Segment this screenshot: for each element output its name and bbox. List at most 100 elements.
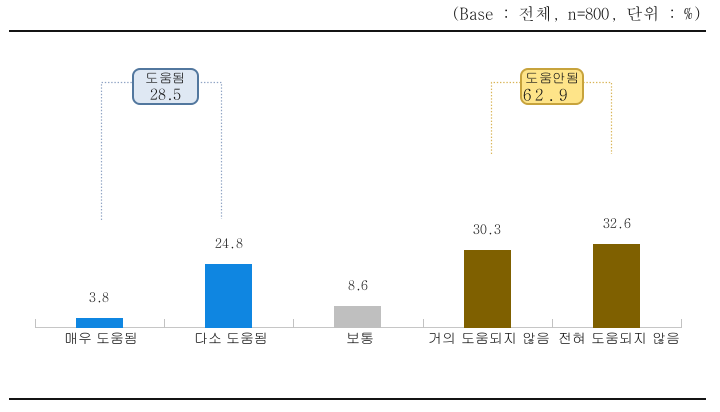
vector-glyph <box>476 332 488 344</box>
axis-tick <box>552 319 553 328</box>
vector-glyph <box>361 332 373 344</box>
bar-somewhat-helpful <box>205 264 252 328</box>
vector-glyph <box>174 88 181 100</box>
bar-very-helpful <box>76 318 123 328</box>
vector-glyph <box>489 232 492 235</box>
vector-glyph <box>362 280 368 291</box>
vector-glyph <box>231 246 234 249</box>
vector-glyph <box>473 224 480 235</box>
helpful-summary-callout <box>132 68 199 105</box>
vector-glyph <box>624 218 631 229</box>
vector-glyph <box>568 11 577 21</box>
vector-glyph <box>585 8 593 21</box>
vector-glyph <box>536 6 550 22</box>
vector-glyph <box>429 332 440 344</box>
vector-glyph <box>357 288 359 291</box>
vector-glyph <box>620 332 631 344</box>
bar-neutral <box>334 306 381 328</box>
vector-glyph <box>195 332 207 344</box>
axis-tick <box>293 319 294 328</box>
vector-glyph <box>480 224 487 235</box>
helpful-summary-label <box>134 71 197 86</box>
category-label-very-helpful <box>31 330 171 346</box>
value-label-never-helpful <box>577 216 657 232</box>
vector-glyph <box>644 6 657 22</box>
vector-glyph <box>443 332 454 344</box>
vector-glyph <box>348 280 355 291</box>
bar-rarely-helpful <box>464 250 511 328</box>
vector-glyph <box>519 6 534 22</box>
vector-glyph <box>97 332 110 343</box>
vector-glyph <box>490 332 501 344</box>
not-helpful-summary-callout <box>520 68 584 105</box>
vector-glyph <box>103 292 109 303</box>
axis-tick <box>681 319 682 328</box>
not-helpful-summary-value <box>517 86 577 104</box>
vector-glyph <box>150 88 157 100</box>
vector-glyph <box>603 218 610 229</box>
vector-glyph <box>227 332 240 343</box>
vector-glyph <box>653 332 665 344</box>
vector-glyph <box>460 8 469 21</box>
category-label-somewhat-helpful <box>161 330 301 346</box>
vector-glyph <box>146 72 158 83</box>
vector-glyph <box>634 332 645 344</box>
vector-glyph <box>222 238 229 248</box>
vector-glyph <box>241 332 254 344</box>
vector-glyph <box>573 332 584 344</box>
vector-glyph <box>462 332 474 343</box>
top-rule <box>9 30 706 32</box>
vector-glyph <box>215 238 222 248</box>
value-label-neutral <box>318 278 398 294</box>
bottom-rule <box>9 398 706 400</box>
vector-glyph <box>526 72 538 83</box>
vector-glyph <box>454 6 459 22</box>
vector-glyph <box>577 11 585 17</box>
axis-tick <box>423 319 424 328</box>
vector-glyph <box>694 6 699 22</box>
vector-glyph <box>159 72 172 84</box>
vector-glyph <box>255 332 266 344</box>
value-label-rarely-helpful <box>447 222 527 238</box>
vector-glyph <box>208 332 221 343</box>
vector-glyph <box>684 8 693 20</box>
vector-glyph <box>494 224 501 235</box>
vector-glyph <box>559 332 571 344</box>
axis-tick <box>164 319 165 328</box>
vector-glyph <box>566 72 577 84</box>
value-label-very-helpful <box>59 290 139 306</box>
category-label-never-helpful <box>549 330 689 346</box>
vector-glyph <box>559 88 567 101</box>
vector-glyph <box>535 88 543 101</box>
bar-never-helpful <box>593 244 640 328</box>
not-helpful-summary-label <box>522 71 582 86</box>
vector-glyph <box>469 11 477 21</box>
category-label-neutral <box>290 330 430 346</box>
vector-glyph <box>553 72 565 84</box>
vector-glyph <box>550 99 553 102</box>
vector-glyph <box>619 226 622 229</box>
vector-glyph <box>610 218 617 228</box>
vector-glyph <box>89 292 95 303</box>
vector-glyph <box>173 72 184 84</box>
vector-glyph <box>98 300 100 303</box>
vector-glyph <box>612 18 615 23</box>
vector-glyph <box>592 332 604 343</box>
vector-glyph <box>505 9 507 19</box>
vector-glyph <box>523 332 535 344</box>
vector-glyph <box>168 98 171 101</box>
vector-glyph <box>524 88 532 101</box>
vector-glyph <box>158 88 165 100</box>
vector-glyph <box>478 11 485 21</box>
vector-glyph <box>606 332 618 344</box>
base-note <box>452 5 701 25</box>
vector-glyph <box>78 332 91 344</box>
vector-glyph <box>111 332 124 344</box>
axis-tick <box>35 319 36 328</box>
vector-glyph <box>671 9 673 19</box>
vector-glyph <box>125 332 136 344</box>
vector-glyph <box>504 332 515 344</box>
vector-glyph <box>236 238 243 249</box>
